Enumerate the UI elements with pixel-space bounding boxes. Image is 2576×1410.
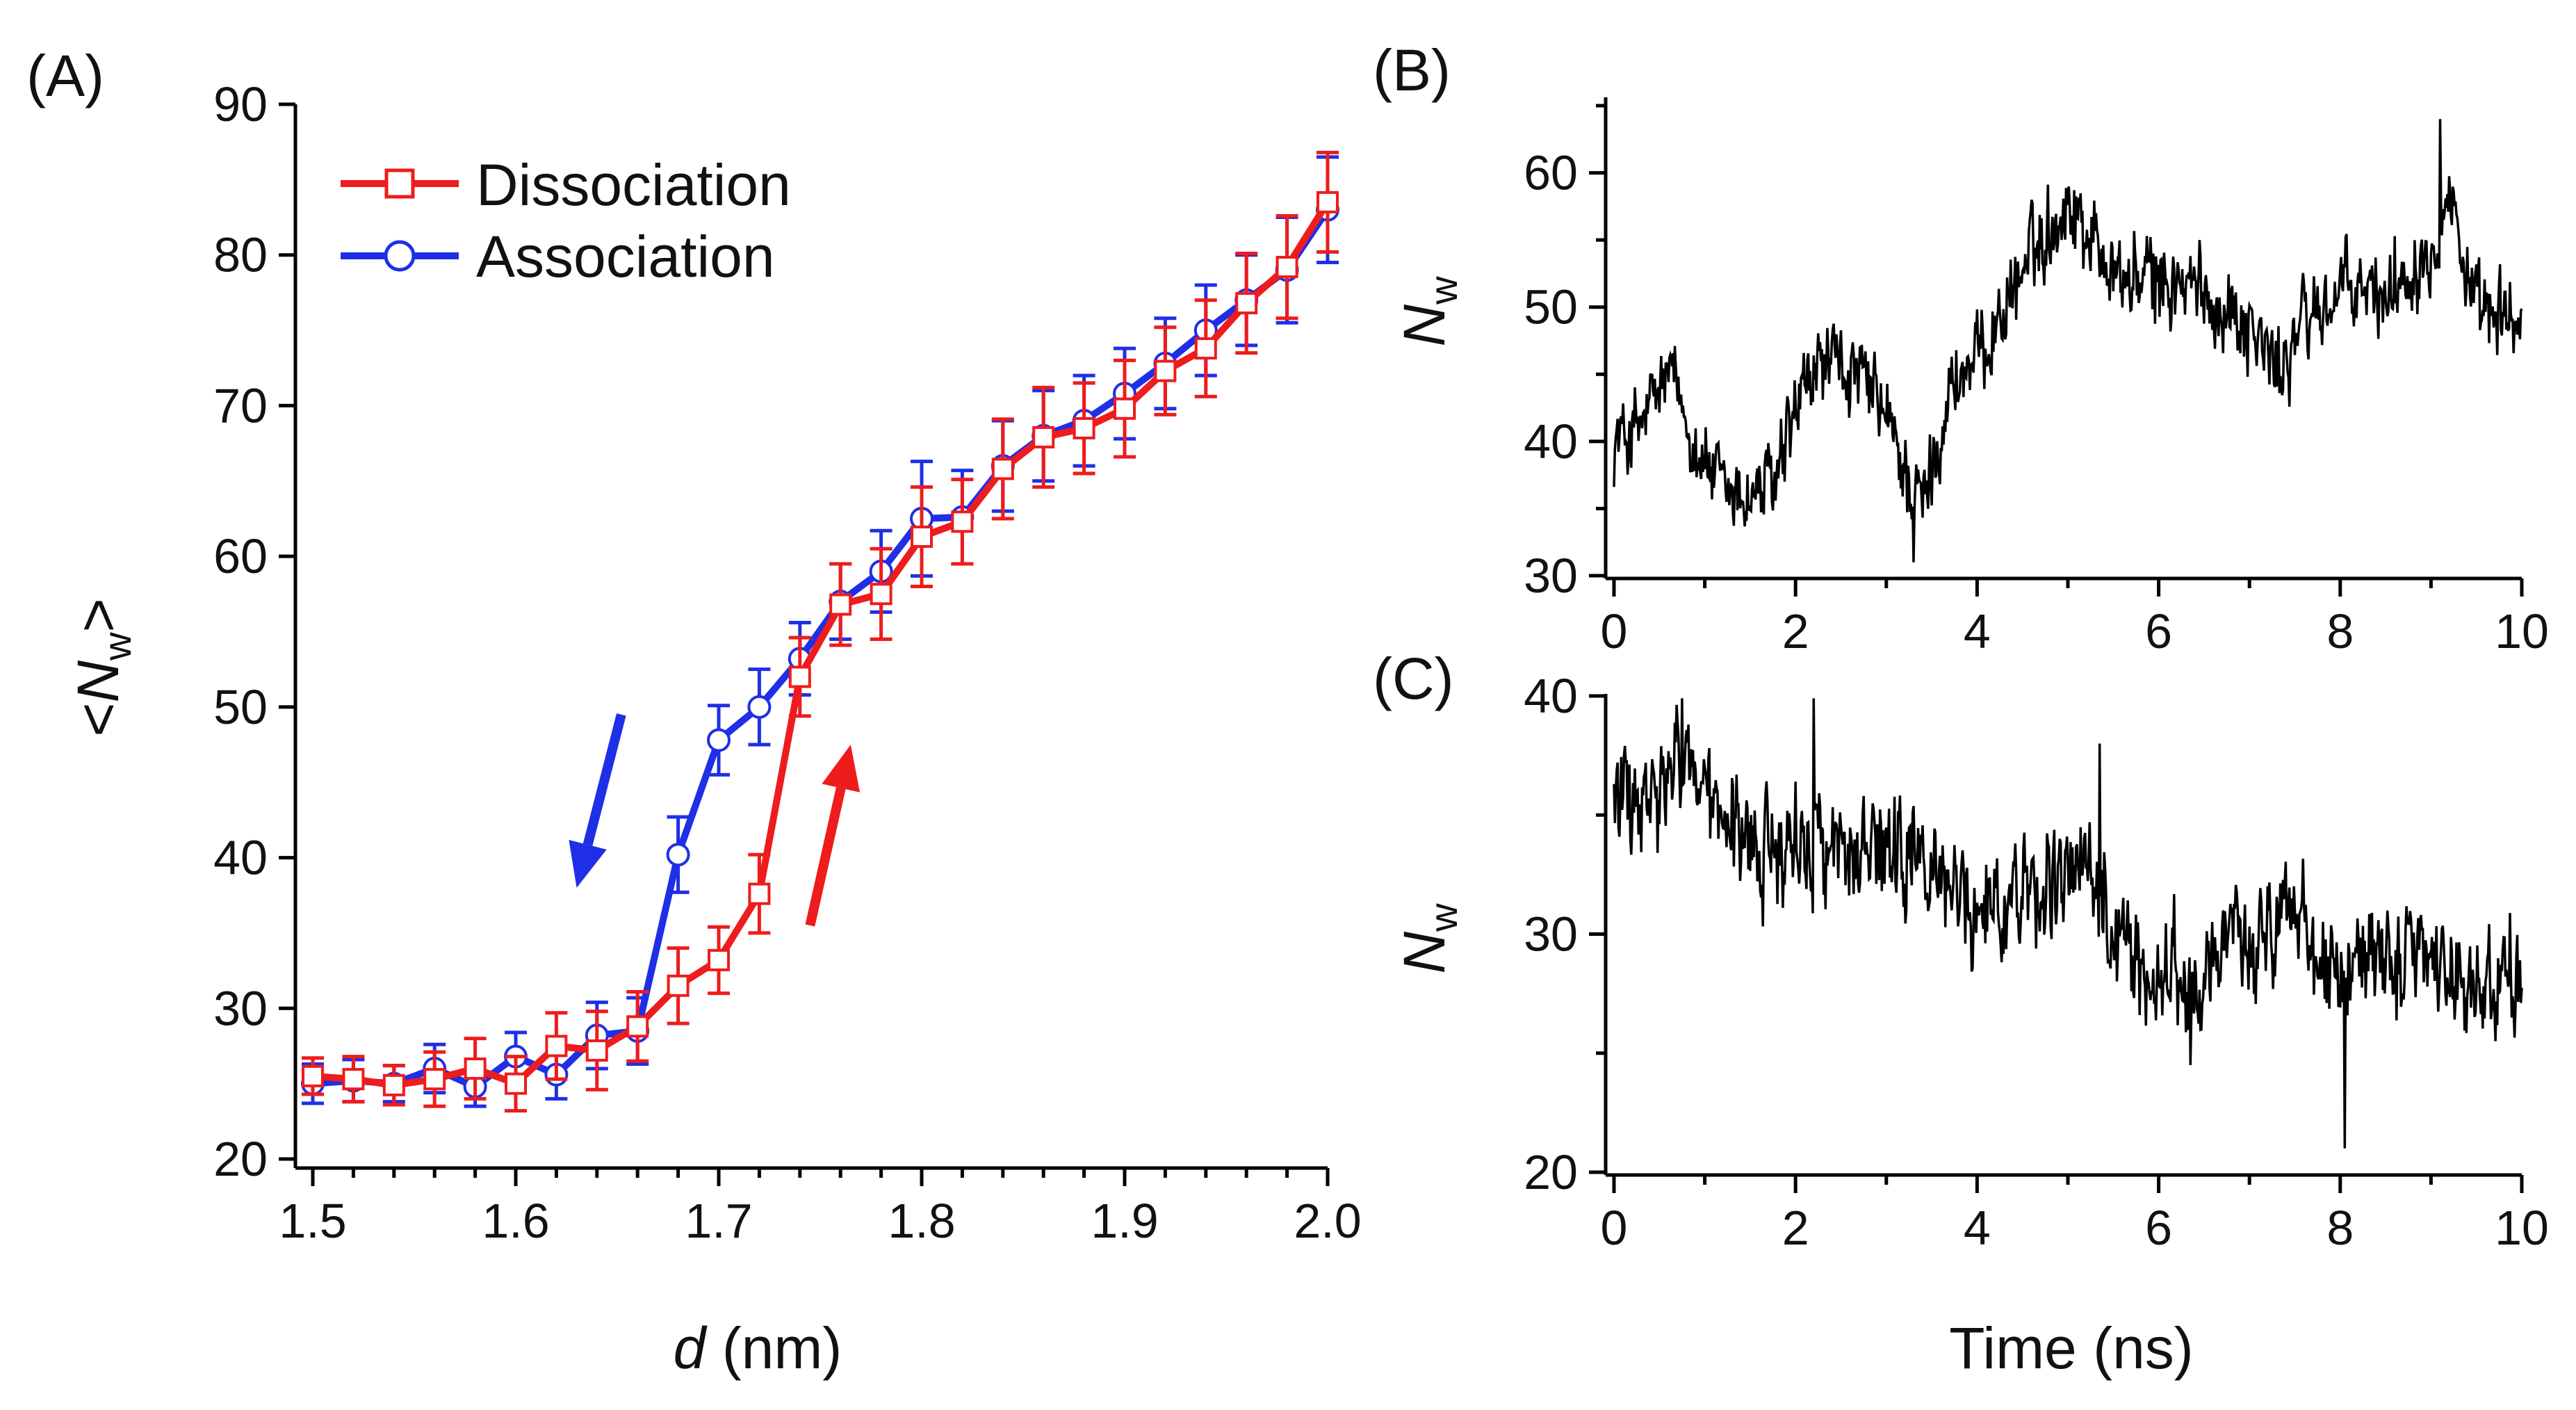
- panel-c-xtick-label: 2: [1782, 1201, 1809, 1255]
- arrow-up: [805, 745, 861, 927]
- data-point-dissociation: [342, 1068, 365, 1091]
- panel-a-xtick-label: 1.7: [685, 1194, 752, 1248]
- panel-c-chart: 20 30 40 0 2 4 6 8 10: [1524, 669, 2549, 1255]
- panel-a-xtick-label: 1.9: [1091, 1194, 1158, 1248]
- data-point-dissociation: [1114, 397, 1136, 420]
- panel-b-ytick-label: 50: [1524, 280, 1578, 334]
- panel-a-xtick-label: 1.5: [279, 1194, 346, 1248]
- panel-b-xtick-label: 0: [1601, 604, 1628, 658]
- panel-a-xlabel-unit: (nm): [706, 1315, 842, 1381]
- panel-c-xtick-label: 6: [2145, 1201, 2172, 1255]
- panel-a-ylabel-close: >: [65, 598, 131, 632]
- data-point-dissociation: [1235, 292, 1258, 315]
- arrow-head-down: [569, 839, 607, 888]
- panel-a-ytick-label: 30: [213, 981, 268, 1035]
- data-point-dissociation: [1154, 359, 1177, 382]
- data-point-dissociation: [870, 583, 892, 606]
- legend-marker-association: [384, 240, 416, 272]
- panel-a-ytick-label: 40: [213, 831, 268, 885]
- panel-c-ylabel-sub: w: [1421, 903, 1465, 932]
- data-point-dissociation: [585, 1039, 608, 1062]
- panel-a-xtick-label: 2.0: [1294, 1194, 1361, 1248]
- panel-b-trace: [1613, 119, 2523, 562]
- data-point-dissociation: [626, 1015, 649, 1038]
- data-point-dissociation: [1032, 426, 1055, 448]
- data-point-dissociation: [1073, 416, 1095, 439]
- panel-b-chart: 30 40 50 60 0 2 4 6 8 10: [1524, 97, 2549, 658]
- panel-b-ytick-label: 60: [1524, 146, 1578, 200]
- panel-b-ytick-label: 30: [1524, 549, 1578, 603]
- data-point-dissociation: [423, 1068, 446, 1091]
- panel-c-ytick-label: 30: [1524, 907, 1578, 962]
- panel-a-ytick-label: 50: [213, 680, 268, 734]
- data-point-dissociation: [911, 525, 933, 548]
- panel-c-ytick-label: 20: [1524, 1145, 1578, 1199]
- panel-a-chart: 20 30 40 50 60 70 80 90 1.5 1.6 1.7 1.8 1.9 2.0 Dissoc…: [213, 77, 1362, 1248]
- panel-c-xtick-label: 4: [1964, 1201, 1991, 1255]
- panel-c-ylabel-var: N: [1392, 932, 1457, 974]
- panel-a-ylabel-var: N: [65, 661, 131, 703]
- panel-a-xtick-label: 1.8: [888, 1194, 955, 1248]
- panel-c-trace: [1613, 698, 2523, 1149]
- data-point-dissociation: [464, 1057, 487, 1080]
- data-point-dissociation: [708, 948, 730, 971]
- panel-a-ytick-label: 70: [213, 378, 268, 432]
- arrow-shaft-up: [805, 786, 846, 927]
- data-point-dissociation: [667, 974, 690, 997]
- panel-a-xlabel: d (nm): [674, 1315, 842, 1381]
- panel-a-ylabel: <Nw>: [65, 598, 139, 736]
- panel-b-label: (B): [1373, 38, 1451, 103]
- legend-marker-dissociation: [384, 168, 415, 199]
- panel-b-xtick-label: 8: [2326, 604, 2354, 658]
- panel-c-xlabel: Time (ns): [1949, 1315, 2194, 1381]
- panel-b-ylabel-var: N: [1392, 305, 1457, 347]
- data-point-association: [666, 843, 690, 867]
- panel-a-ytick-label: 60: [213, 529, 268, 583]
- panel-a-xtick-label: 1.6: [482, 1194, 549, 1248]
- panel-b-xtick-label: 10: [2495, 604, 2549, 658]
- panel-b-ylabel: Nw: [1392, 276, 1465, 347]
- panel-c-xtick-label: 8: [2326, 1201, 2354, 1255]
- data-point-dissociation: [788, 665, 811, 688]
- panel-a-ylabel-open: <: [65, 703, 131, 737]
- panel-a-ytick-label: 20: [213, 1132, 268, 1186]
- arrow-shaft-down: [582, 713, 626, 846]
- panel-b-ylabel-sub: w: [1421, 276, 1465, 305]
- panel-a-ylabel-sub: w: [95, 632, 139, 661]
- panel-b-ytick-label: 40: [1524, 414, 1578, 469]
- data-point-dissociation: [1275, 256, 1298, 279]
- panel-c-xtick-label: 0: [1601, 1201, 1628, 1255]
- data-point-dissociation: [748, 882, 771, 905]
- data-point-dissociation: [829, 593, 852, 616]
- legend-label-association: Association: [476, 224, 775, 289]
- data-point-dissociation: [1316, 191, 1339, 213]
- panel-c-label: (C): [1373, 646, 1454, 711]
- arrow-down: [569, 713, 626, 888]
- panel-a-xlabel-var: d: [674, 1315, 708, 1381]
- panel-c-ytick-label: 40: [1524, 669, 1578, 723]
- panel-b-xtick-label: 4: [1964, 604, 1991, 658]
- data-point-dissociation: [951, 510, 974, 533]
- series-dissociation: [302, 150, 1339, 1113]
- data-point-dissociation: [1194, 337, 1217, 360]
- data-point-association: [707, 728, 731, 752]
- data-point-dissociation: [382, 1073, 405, 1096]
- arrow-head-up: [822, 745, 861, 793]
- panel-c-xtick-label: 10: [2495, 1201, 2549, 1255]
- data-point-dissociation: [991, 457, 1014, 480]
- data-point-dissociation: [545, 1035, 568, 1058]
- panel-b-xtick-label: 6: [2145, 604, 2172, 658]
- legend-label-dissociation: Dissociation: [476, 152, 791, 218]
- panel-b-xtick-label: 2: [1782, 604, 1809, 658]
- panel-c-ylabel: Nw: [1392, 903, 1465, 974]
- data-point-association: [747, 695, 772, 719]
- panel-a-ytick-label: 80: [213, 228, 268, 282]
- panel-a-ytick-label: 90: [213, 77, 268, 131]
- data-point-dissociation: [505, 1072, 527, 1095]
- panel-a-label: (A): [26, 43, 104, 108]
- data-point-dissociation: [302, 1064, 324, 1087]
